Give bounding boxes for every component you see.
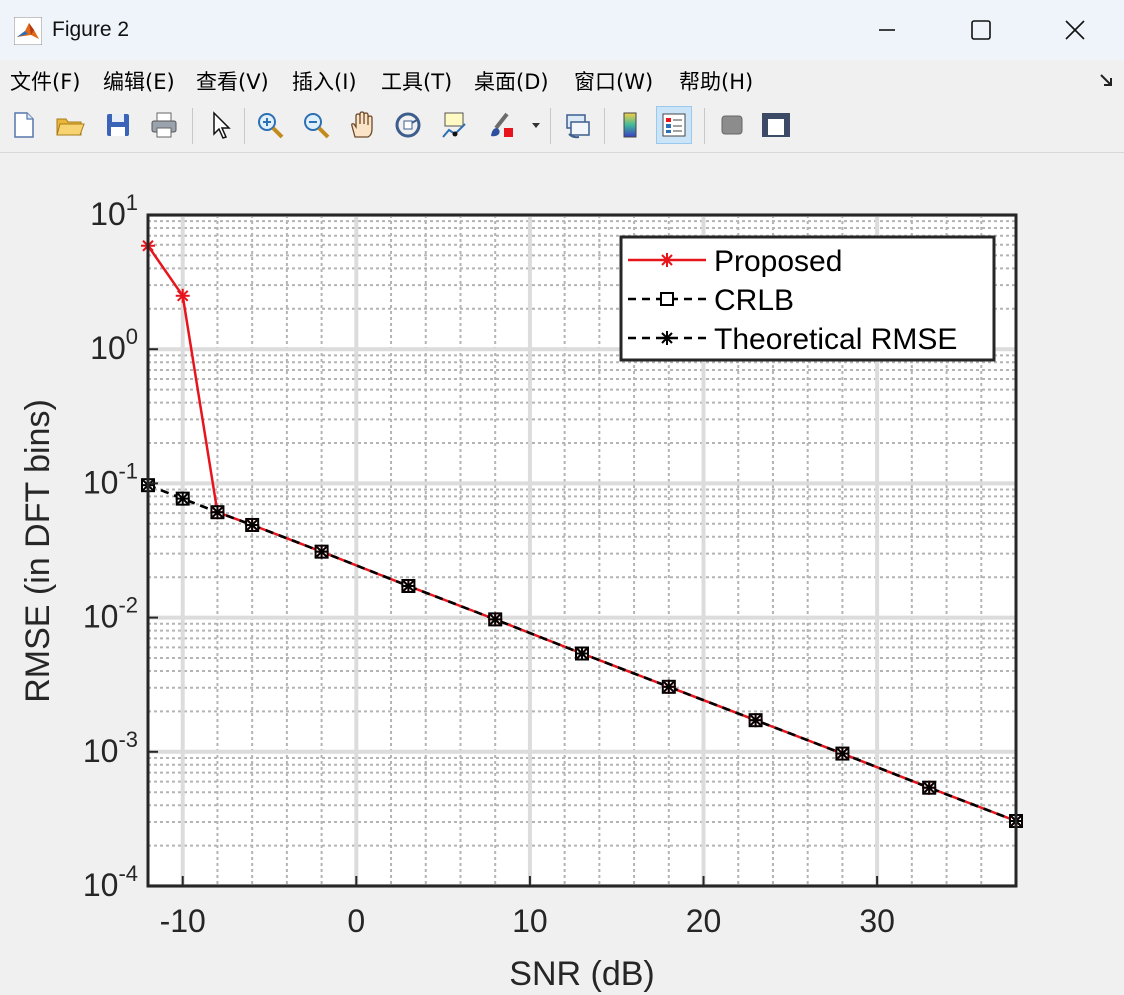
data-point-asterisk [175,491,190,506]
legend-label: CRLB [714,284,794,317]
new-file-icon [14,112,34,138]
legend-box [619,235,996,362]
legend-marker-square [660,292,674,306]
y-tick-label: 101 [90,190,138,232]
menu-help[interactable]: 帮助(H) [679,70,754,94]
maximize-icon [971,20,991,40]
data-point-asterisk [575,646,589,661]
folder-open-icon [56,118,85,136]
data-point-asterisk [210,505,225,520]
toolbar-separator [550,108,551,144]
menu-insert[interactable]: 插入(I) [292,70,357,94]
x-tick-label: -10 [160,903,206,939]
legend-entry-crlb: CRLB [628,284,794,317]
open-file-button[interactable] [52,106,88,144]
new-figure-button[interactable] [6,106,42,144]
arrow-pointer-icon [213,111,231,139]
data-tip-icon [442,112,466,138]
toolbar-separator [244,108,245,144]
menu-file[interactable]: 文件(F) [10,70,81,94]
pan-button[interactable] [344,106,380,144]
zoom-in-icon [258,113,284,139]
x-tick-label: 20 [686,903,722,939]
close-button[interactable] [1052,8,1098,52]
minimize-button[interactable] [864,8,910,52]
data-cursor-button[interactable] [436,106,472,144]
legend[interactable]: Proposed CRLB Theoretical RMSE [619,235,996,362]
legend-marker-asterisk-black [660,331,674,345]
hide-plot-tools-icon [721,115,743,135]
toolbar-separator [704,108,705,144]
legend-entry-theoretical-rmse: Theoretical RMSE [628,323,957,356]
colorbar-icon [623,112,637,138]
y-tick-label: 100 [90,324,138,366]
y-tick-label: 10-1 [83,458,138,500]
title-bar[interactable]: Figure 2 [0,0,1124,60]
print-button[interactable] [146,106,182,144]
legend-marker-asterisk-red [660,253,674,267]
y-tick-label: 10-4 [83,861,138,903]
x-axis-label: SNR (dB) [509,955,654,993]
data-point-asterisk [401,578,416,593]
brush-icon [491,112,513,137]
data-point-asterisk [922,780,937,795]
y-axis-label: RMSE (in DFT bins) [19,399,57,703]
legend-entry-proposed: Proposed [628,245,842,278]
data-point-asterisk [661,679,676,694]
zoom-out-button[interactable] [298,106,334,144]
toolbar-separator [192,108,193,144]
legend-label: Theoretical RMSE [714,323,957,356]
data-point-asterisk [488,612,503,627]
menu-tools[interactable]: 工具(T) [381,70,453,94]
y-tick-label: 10-3 [83,727,138,769]
save-button[interactable] [100,106,136,144]
axis-ticks: -10 0 10 20 30 101 100 10-1 10-2 10-3 10-4 [83,190,895,939]
rotate-3d-icon [395,112,421,138]
hide-plot-tools-button[interactable] [714,106,750,144]
edit-plot-button[interactable] [202,106,238,144]
data-point-asterisk [175,288,190,303]
menu-window[interactable]: 窗口(W) [574,70,654,94]
show-plot-tools-icon [762,113,790,137]
rotate-3d-button[interactable] [390,106,426,144]
y-tick-label: 10-2 [83,593,138,635]
brush-dropdown[interactable] [526,106,546,144]
data-point-asterisk [748,713,763,728]
dock-arrow-icon[interactable] [1098,72,1114,88]
link-plot-button[interactable] [560,106,596,144]
brush-button[interactable] [484,106,520,144]
axes-box[interactable] [146,213,1018,888]
save-disk-icon [107,114,129,136]
menu-bar: 文件(F) 编辑(E) 查看(V) 插入(I) 工具(T) 桌面(D) 窗口(W… [0,62,1124,98]
close-icon [1065,20,1085,40]
figure-canvas: -10 0 10 20 30 101 100 10-1 10-2 10-3 10-4 SNR (dB… [19,190,1023,993]
minimize-icon [879,29,895,31]
printer-icon [151,112,177,138]
toolbar-separator [604,108,605,144]
menu-edit[interactable]: 编辑(E) [103,70,175,94]
menu-desktop[interactable]: 桌面(D) [474,70,549,94]
hand-pan-icon [351,111,373,138]
legend-icon [662,113,686,137]
window-title: Figure 2 [52,18,130,41]
maximize-button[interactable] [958,8,1004,52]
link-plot-icon [566,114,590,139]
zoom-out-icon [304,113,330,139]
matlab-logo-icon [14,17,42,45]
chevron-down-icon [532,123,540,128]
insert-legend-button[interactable] [656,106,692,144]
data-point-asterisk [245,517,260,532]
data-point-asterisk [314,544,329,559]
zoom-in-button[interactable] [252,106,288,144]
figure-toolbar [0,100,1124,153]
x-tick-label: 30 [859,903,895,939]
x-tick-label: 0 [347,903,365,939]
insert-colorbar-button[interactable] [612,106,648,144]
show-plot-tools-button[interactable] [758,106,794,144]
x-tick-label: 10 [512,903,548,939]
data-point-asterisk [835,746,850,761]
menu-view[interactable]: 查看(V) [196,70,269,94]
legend-label: Proposed [714,245,842,278]
